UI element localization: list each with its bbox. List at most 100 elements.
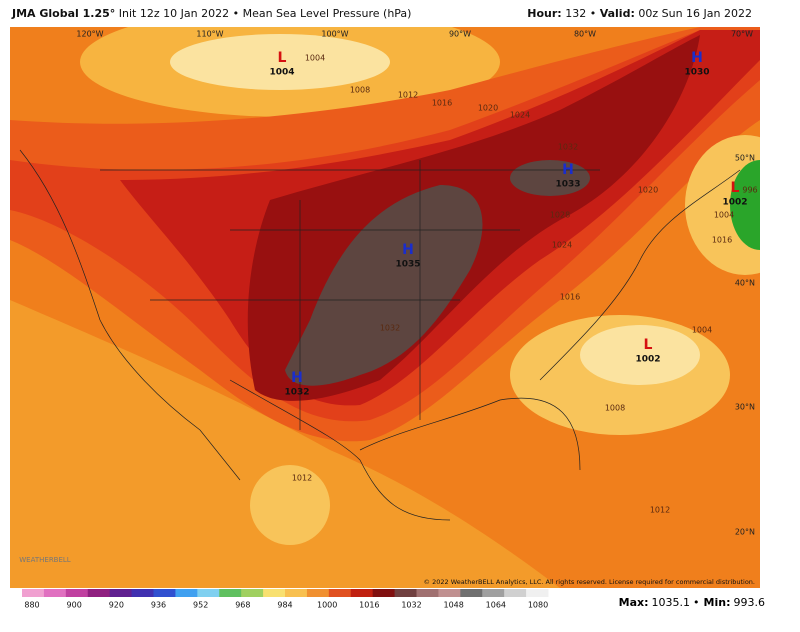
- isobar-label: 1004: [714, 211, 734, 220]
- colorbar-swatch: [306, 589, 330, 597]
- pressure-center-value: 1032: [284, 388, 309, 398]
- colorbar-swatch: [482, 589, 505, 597]
- footer-min-label: Min:: [704, 596, 731, 609]
- isobar-label: 1016: [712, 236, 732, 245]
- pressure-center-value: 1035: [395, 260, 420, 270]
- colorbar-swatch: [504, 589, 527, 597]
- separator: •: [590, 7, 597, 20]
- field-1004-se: [580, 325, 700, 385]
- pressure-center-symbol: H: [691, 50, 703, 66]
- map: 120°W 110°W 100°W 90°W 80°W 70°W 50°N 40°N 30°N 2…: [10, 27, 760, 588]
- colorbar-tick: 1080: [528, 601, 548, 610]
- pressure-center-symbol: L: [644, 337, 653, 353]
- colorbar-swatch: [394, 589, 417, 597]
- hour-valid: Hour: 132 • Valid: 00z Sun 16 Jan 2022: [527, 7, 752, 20]
- pressure-center-symbol: H: [291, 370, 303, 386]
- colorbar-swatch: [87, 589, 111, 597]
- hour: 132: [565, 7, 586, 20]
- latitude-label: 40°N: [735, 279, 755, 288]
- colorbar-tick: 952: [193, 601, 208, 610]
- colorbar-swatch: [526, 589, 549, 597]
- colorbar-swatch: [65, 589, 89, 597]
- pressure-center-symbol: L: [731, 180, 740, 196]
- colorbar-swatch: [43, 589, 67, 597]
- isobar-label: 1008: [350, 86, 370, 95]
- longitude-label: 120°W: [76, 30, 103, 39]
- isobar-label: 1012: [292, 474, 312, 483]
- colorbar-swatch: [131, 589, 154, 597]
- coastlines: [19, 149, 741, 521]
- isobar-label: 1024: [510, 111, 530, 120]
- isobar-label: 1020: [638, 186, 658, 195]
- isobar-label: 1012: [398, 91, 418, 100]
- pressure-center-value: 1002: [722, 198, 747, 208]
- colorbar-swatch: [175, 589, 198, 597]
- latitude-label: 50°N: [735, 154, 755, 163]
- colorbar-tick: 1048: [443, 601, 463, 610]
- colorbar-swatch: [197, 589, 220, 597]
- longitude-label: 70°W: [731, 30, 753, 39]
- pressure-center-symbol: L: [278, 50, 287, 66]
- colorbar-tick: 1032: [401, 601, 421, 610]
- colorbar-tick: 900: [67, 601, 82, 610]
- logo: WEATHERBELL: [19, 556, 71, 564]
- colorbar-tick: 936: [151, 601, 166, 610]
- longitude-label: 90°W: [449, 30, 471, 39]
- isobar-label: 1004: [305, 54, 325, 63]
- isobar-label: 1012: [650, 506, 670, 515]
- colorbar-swatch: [350, 589, 374, 597]
- pressure-center-symbol: H: [562, 162, 574, 178]
- colorbar-tick: 880: [24, 601, 39, 610]
- footer-min: 993.6: [734, 596, 766, 609]
- colorbar-swatch: [153, 589, 176, 597]
- isobar-label: 996: [742, 186, 757, 195]
- pressure-center-symbol: H: [402, 242, 414, 258]
- colorbar-tick: 1064: [486, 601, 506, 610]
- footer-separator: •: [693, 596, 700, 609]
- colorbar-swatch: [263, 589, 286, 597]
- model: JMA Global 1.25° Init 12z 10 Jan 2022 • …: [11, 7, 411, 20]
- copyright: © 2022 WeatherBELL Analytics, LLC. All r…: [424, 578, 755, 586]
- colorbar-swatch: [22, 589, 45, 597]
- field-1035: [285, 185, 483, 386]
- colorbar-swatch: [460, 589, 483, 597]
- footer-max-label: Max:: [619, 596, 649, 609]
- borders: [19, 149, 741, 521]
- isobar-label: 1032: [380, 324, 400, 333]
- field-996: [730, 160, 760, 250]
- isobar-label: 1008: [605, 404, 625, 413]
- colorbar-tick: 1016: [359, 601, 379, 610]
- isobar-label: 1016: [432, 99, 452, 108]
- isobar-label: 1020: [478, 104, 498, 113]
- footer-max: 1035.1: [652, 596, 691, 609]
- isobar-label: 1016: [560, 293, 580, 302]
- isobar-label: 1004: [692, 326, 712, 335]
- colorbar-tick: 968: [235, 601, 250, 610]
- colorbar-swatch: [241, 589, 264, 597]
- latitude-label: 30°N: [735, 403, 755, 412]
- colorbar-swatch: [372, 589, 396, 597]
- field: Mean Sea Level Pressure (hPa): [243, 7, 412, 20]
- isobar-label: 1024: [552, 241, 572, 250]
- colorbar-swatch: [328, 589, 352, 597]
- colorbar-swatch: [109, 589, 133, 597]
- model-name: JMA Global 1.25°: [11, 7, 115, 20]
- isobar-label: 1032: [558, 143, 578, 152]
- latitude-label: 20°N: [735, 528, 755, 537]
- colorbar-tick: 920: [109, 601, 124, 610]
- max-min: Max: 1035.1 • Min: 993.6: [619, 596, 765, 609]
- colorbar-tick: 984: [277, 601, 292, 610]
- longitude-label: 80°W: [574, 30, 596, 39]
- colorbar-tick: 1000: [317, 601, 337, 610]
- valid-label: Valid:: [600, 7, 635, 20]
- init: Init 12z 10 Jan 2022: [119, 7, 229, 20]
- longitude-label: 110°W: [196, 30, 223, 39]
- pressure-center-value: 1002: [635, 355, 660, 365]
- longitude-label: 100°W: [321, 30, 348, 39]
- colorbar-swatch: [438, 589, 461, 597]
- field-1004: [170, 34, 390, 90]
- pressure-center-value: 1004: [269, 68, 294, 78]
- pressure-center-value: 1030: [684, 68, 709, 78]
- hour-label: Hour:: [527, 7, 561, 20]
